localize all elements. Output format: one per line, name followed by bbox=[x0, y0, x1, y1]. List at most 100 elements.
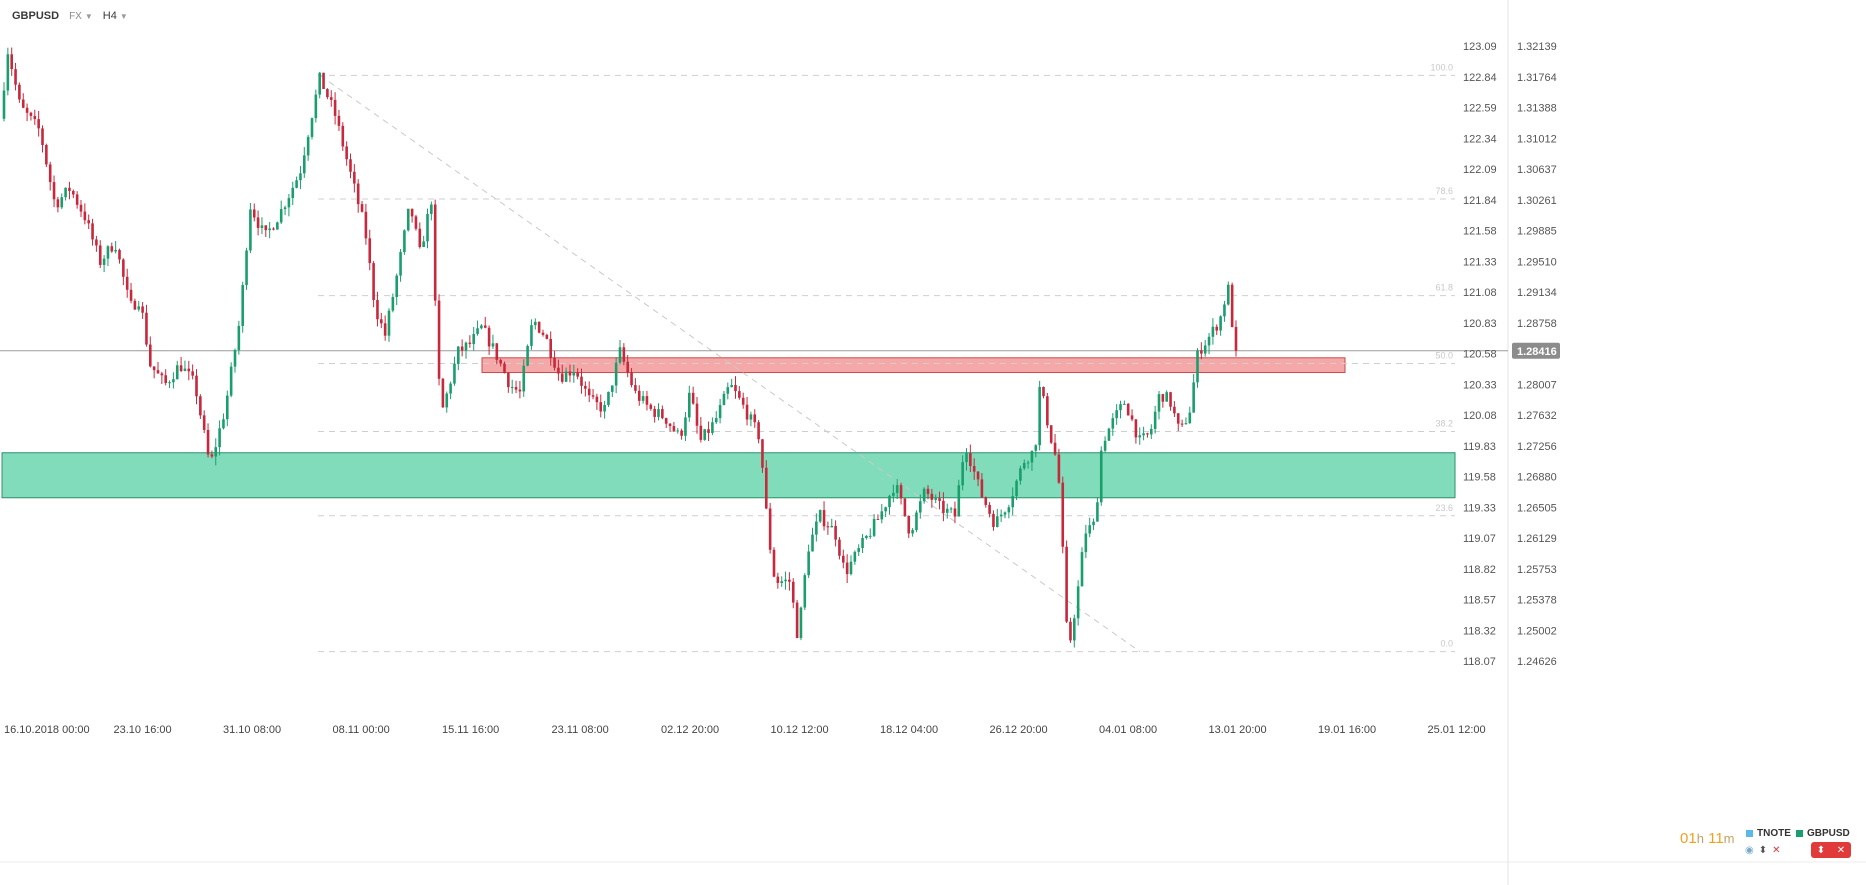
candle-body bbox=[822, 510, 826, 527]
candle-body bbox=[818, 510, 822, 522]
candle-body bbox=[830, 525, 834, 528]
legend-gbpusd[interactable]: GBPUSD bbox=[1796, 828, 1850, 839]
legend-tnote[interactable]: TNOTE bbox=[1746, 828, 1791, 839]
candle-body bbox=[457, 346, 460, 364]
candle-body bbox=[137, 306, 141, 310]
eye-icon[interactable]: ◉ bbox=[1745, 844, 1754, 856]
time-axis-label: 18.12 04:00 bbox=[880, 724, 938, 736]
candle-body bbox=[1038, 386, 1041, 446]
candle-body bbox=[1142, 433, 1145, 436]
candle-body bbox=[541, 332, 545, 335]
market-selector[interactable]: FX ▼ bbox=[69, 10, 93, 22]
candle-body bbox=[537, 321, 541, 333]
candle-body bbox=[645, 396, 649, 405]
candle-body bbox=[557, 367, 560, 374]
candle-body bbox=[618, 347, 622, 363]
symbol-label[interactable]: GBPUSD bbox=[12, 10, 60, 22]
chevron-down-icon[interactable]: ▼ bbox=[84, 12, 93, 21]
chart-header: GBPUSD FX ▼ H4 ▼ bbox=[12, 10, 128, 22]
candle-body bbox=[657, 409, 660, 417]
candle-body bbox=[738, 391, 741, 398]
candle-body bbox=[1003, 512, 1007, 515]
candle-body bbox=[18, 84, 21, 100]
candle-body bbox=[888, 495, 891, 508]
candle-body bbox=[468, 342, 472, 344]
candle-body bbox=[734, 384, 737, 392]
reorder-icon[interactable]: ⬍ bbox=[1816, 844, 1826, 856]
right-axis-tick-label: 1.30637 bbox=[1517, 164, 1557, 176]
candle-body bbox=[915, 512, 918, 531]
candle-body bbox=[345, 146, 348, 160]
candle-body bbox=[653, 408, 656, 417]
candle-body bbox=[772, 549, 776, 577]
candle-body bbox=[780, 581, 783, 583]
left-axis-tick-label: 120.83 bbox=[1463, 318, 1497, 330]
candle-body bbox=[788, 579, 791, 582]
timeframe-selector[interactable]: H4 ▼ bbox=[103, 10, 128, 22]
candle-body bbox=[391, 297, 395, 311]
candle-body bbox=[614, 362, 618, 386]
candle-body bbox=[318, 72, 321, 95]
candle-body bbox=[14, 69, 17, 85]
candle-body bbox=[926, 488, 930, 494]
right-axis-tick-label: 1.28007 bbox=[1517, 379, 1557, 391]
chevron-down-icon[interactable]: ▼ bbox=[119, 12, 128, 21]
time-axis-label: 19.01 16:00 bbox=[1318, 724, 1376, 736]
candle-body bbox=[826, 526, 830, 528]
candle-body bbox=[21, 99, 25, 108]
left-axis-tick-label: 119.07 bbox=[1463, 533, 1496, 545]
candle-body bbox=[957, 485, 961, 517]
candle-body bbox=[795, 602, 799, 638]
candle-body bbox=[510, 387, 514, 389]
fibonacci-level-label: 100.0 bbox=[1430, 62, 1453, 72]
candle-body bbox=[1022, 463, 1026, 469]
price-zones bbox=[1, 357, 1456, 499]
candle-body bbox=[480, 325, 483, 329]
candle-body bbox=[141, 306, 144, 313]
candle-body bbox=[949, 508, 953, 510]
candle-body bbox=[1096, 502, 1099, 522]
candle-body bbox=[1042, 386, 1045, 397]
candle-body bbox=[118, 249, 121, 260]
candle-body bbox=[422, 241, 425, 247]
reorder-icon[interactable]: ⬍ bbox=[1758, 844, 1768, 856]
candle-body bbox=[272, 228, 275, 230]
candle-body bbox=[907, 515, 911, 534]
candle-body bbox=[356, 183, 360, 205]
candle-body bbox=[360, 204, 364, 212]
candle-body bbox=[996, 516, 999, 527]
candle-body bbox=[160, 373, 164, 376]
candle-body bbox=[56, 199, 60, 208]
candle-body bbox=[930, 493, 934, 500]
candle-body bbox=[861, 538, 864, 549]
time-axis-label: 08.11 00:00 bbox=[333, 724, 390, 736]
candle-body bbox=[872, 518, 876, 536]
candle-body bbox=[1200, 350, 1203, 354]
right-axis-tick-label: 1.28758 bbox=[1517, 318, 1557, 330]
close-icon[interactable]: ✕ bbox=[1772, 844, 1781, 856]
gbpusd-controls: ⬍ ✕ bbox=[1811, 842, 1851, 858]
candle-body bbox=[48, 164, 52, 183]
candle-body bbox=[849, 561, 853, 575]
close-icon[interactable]: ✕ bbox=[1836, 844, 1846, 856]
candle-body bbox=[414, 216, 418, 229]
candle-body bbox=[811, 534, 814, 552]
candle-body bbox=[999, 514, 1003, 517]
candle-body bbox=[183, 368, 187, 371]
candle-body bbox=[857, 548, 860, 552]
time-axis-label: 23.11 08:00 bbox=[552, 724, 609, 736]
right-axis-tick-label: 1.31764 bbox=[1517, 72, 1557, 84]
candle-body bbox=[1184, 423, 1188, 425]
candle-body bbox=[29, 112, 33, 116]
candle-body bbox=[229, 366, 233, 396]
candle-body bbox=[114, 249, 117, 252]
candle-body bbox=[661, 409, 664, 419]
candle-body bbox=[95, 239, 98, 246]
candle-body bbox=[179, 365, 183, 371]
candle-body bbox=[437, 300, 441, 379]
candle-body bbox=[426, 213, 429, 242]
candle-body bbox=[1153, 411, 1157, 429]
candle-body bbox=[1046, 396, 1049, 426]
candle-body bbox=[626, 361, 629, 373]
